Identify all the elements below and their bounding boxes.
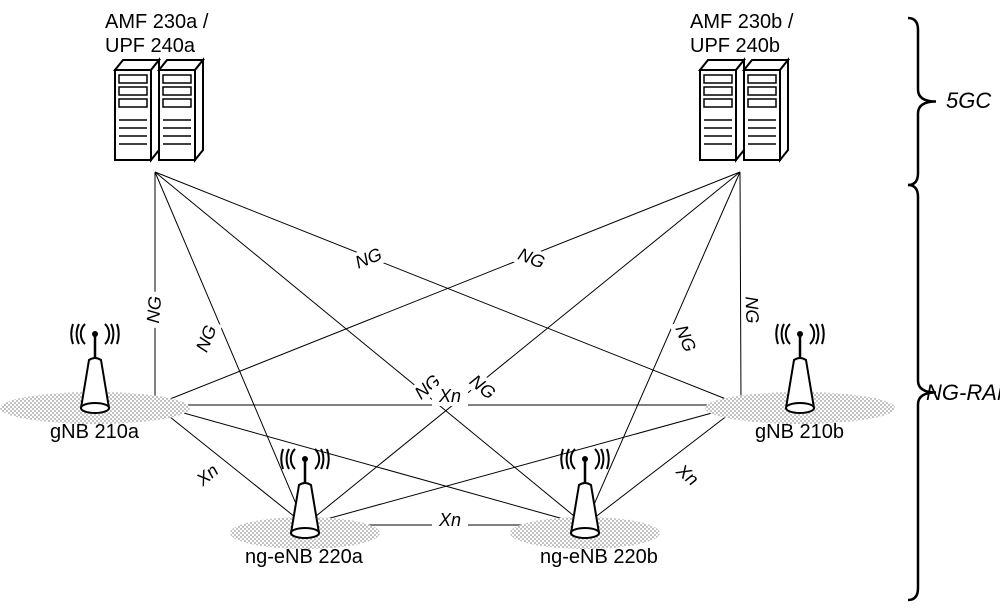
edge-label-group: NG [190,318,222,359]
layer-label-bottom: NG-RAN [926,380,1000,405]
edges-layer: NGNGNGNGNGNGNGNGXnXnXnXn [142,172,762,530]
edge-label-group: NG [670,318,702,359]
node-label: AMF 230b / [690,11,794,33]
edge-label: NG [742,296,763,324]
edge-label-group: NG [741,292,762,329]
node-label: UPF 240b [690,35,780,57]
edge-label-group: Xn [667,456,707,494]
server-b-icon [700,60,788,160]
brace [908,18,936,185]
edge-label-group: NG [348,242,389,274]
edge-label: Xn [438,386,461,406]
edge [740,172,741,405]
node-label: ng-eNB 220b [540,546,658,568]
edge-label-group: NG [142,291,165,329]
edge-label: Xn [438,510,461,530]
node-label: UPF 240a [105,35,196,57]
edge [155,172,305,525]
edge-label: NG [143,295,165,324]
edge-label-group: NG [462,368,502,406]
node-label: ng-eNB 220a [245,546,364,568]
edge-label-group: NG [511,242,552,274]
edge-label-group: Xn [432,510,468,530]
server-a-icon [115,60,203,160]
node-label: gNB 210a [50,421,140,443]
layer-label-top: 5GC [946,88,991,113]
node-label: AMF 230a / [105,11,209,33]
edge-label-group: Xn [432,386,468,406]
node-label: gNB 210b [755,421,844,443]
edge-label-group: Xn [187,456,227,494]
